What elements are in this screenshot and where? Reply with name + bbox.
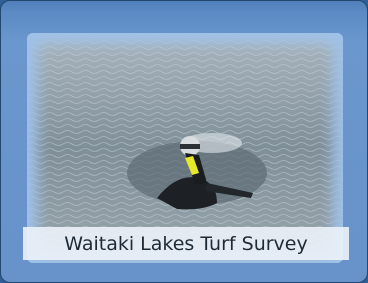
caption: Waitaki Lakes Turf Survey	[23, 227, 349, 260]
image-card: Waitaki Lakes Turf Survey	[0, 0, 368, 283]
